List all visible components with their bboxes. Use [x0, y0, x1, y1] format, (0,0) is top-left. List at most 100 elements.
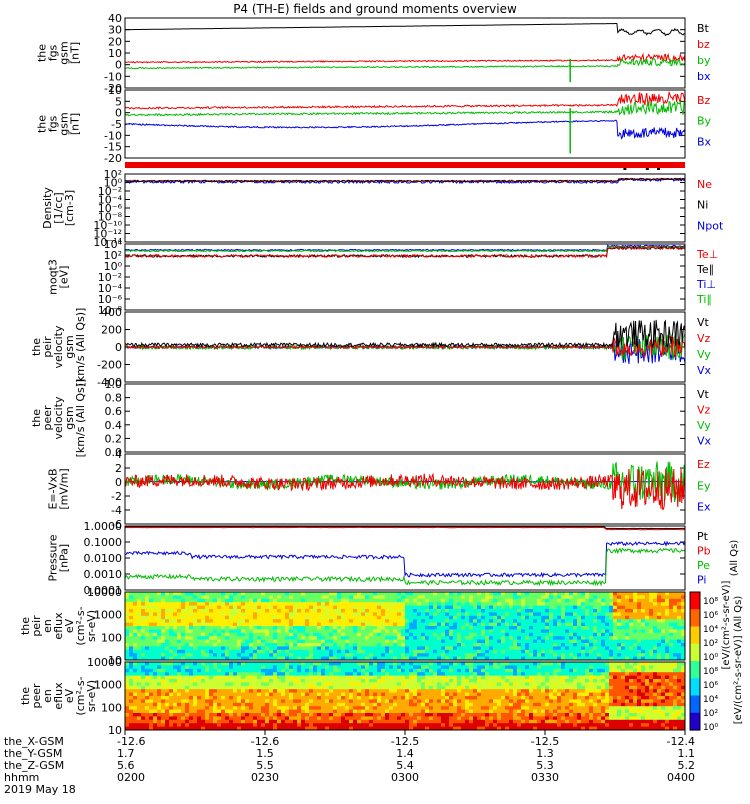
series-Vt — [125, 320, 685, 348]
y-axis-label: thefgsgsm[nT] — [36, 112, 82, 135]
series-Ni — [125, 178, 685, 181]
y-axis-label-line: [cm-3] — [63, 190, 76, 226]
legend-Pi: Pi — [697, 574, 706, 587]
y-axis-label: Pressure[nPa] — [47, 534, 71, 581]
y-axis-label-line: [nPa] — [58, 544, 71, 572]
legend-Ex: Ex — [697, 501, 711, 514]
series-group — [125, 592, 686, 661]
y-axis-label-line: [mV/m] — [58, 468, 71, 509]
y-axis-label-line: [km/s (All Qs)] — [74, 308, 87, 387]
y-axis-label: Density[1/cc][cm-3] — [41, 187, 76, 229]
y-axis-label: moqt3[eV] — [47, 259, 71, 295]
y-tick-label: -200 — [97, 359, 122, 372]
y-axis-label: thepeirenefluxeV(cm²-s-sr-eV) — [19, 606, 98, 645]
y-tick-label: 10000 — [87, 656, 122, 669]
panel-pressure: 1.00000.10000.01000.00100.0001Pressure[n… — [47, 520, 741, 597]
legend-Ey: Ey — [697, 479, 711, 492]
y-tick-label: 0 — [115, 341, 122, 354]
series-Bz — [125, 92, 685, 109]
y-axis-label: thefgsgsm[nT] — [36, 41, 82, 64]
panel-density: 10²10⁰10⁻²10⁻⁴10⁻⁶10⁻⁸10⁻¹⁰10⁻¹²10⁻¹⁴Den… — [41, 168, 724, 249]
legend-Pb: Pb — [697, 545, 711, 558]
legend-Vt: Vt — [697, 316, 710, 329]
y-tick-label: 0.0100 — [84, 552, 123, 565]
series-group — [125, 527, 685, 585]
series-group — [125, 178, 685, 183]
series-group — [125, 24, 685, 83]
series-Tiperp — [125, 245, 685, 250]
legend-Vx: Vx — [697, 435, 712, 448]
panel-peir_spec: 10000100010010thepeirenefluxeV(cm²-s-sr-… — [19, 586, 686, 667]
y-axis-label: E=-VxB[mV/m] — [47, 468, 71, 509]
status-mark — [623, 168, 626, 170]
panel-frame — [125, 90, 685, 158]
y-tick-label: 1.0000 — [84, 520, 123, 533]
panel-frame — [125, 244, 685, 310]
legend-Ti∥: Ti∥ — [696, 293, 712, 306]
series-group — [125, 662, 686, 731]
legend-Vx: Vx — [697, 364, 712, 377]
legend-bx: bx — [697, 70, 711, 83]
y-tick-label: 100 — [101, 631, 122, 644]
y-axis-label-line: [km/s (All Qs)] — [74, 379, 87, 458]
y-axis-label: thepeerenefluxeV(cm²-s-sr-eV) — [19, 676, 98, 715]
legend-Te∥: Te∥ — [696, 263, 714, 276]
y-axis-label: thepeervelocitygsm[km/s (All Qs)] — [30, 379, 87, 458]
y-axis-label: thepeirvelocitygsm[km/s (All Qs)] — [30, 308, 87, 387]
series-group — [125, 320, 685, 364]
y-tick-label: 0 — [115, 476, 122, 489]
series-Pb — [125, 527, 685, 529]
legend-Bx: Bx — [697, 135, 712, 148]
legend-Ti⊥: Ti⊥ — [696, 278, 716, 291]
legend-by: by — [697, 54, 711, 67]
pressure-side-note: (All Qs) — [729, 540, 740, 577]
y-tick-label: 0.2 — [105, 432, 123, 445]
series-Bx — [125, 120, 685, 138]
y-tick-label: 1.0 — [105, 378, 123, 391]
panel-frame — [125, 174, 685, 242]
series-Bt — [125, 24, 685, 36]
legend-Vt: Vt — [697, 388, 710, 401]
legend-Te⊥: Te⊥ — [696, 248, 718, 261]
legend-Pt: Pt — [697, 530, 709, 543]
y-tick-label: 2 — [115, 462, 122, 475]
series-group — [125, 92, 685, 153]
y-tick-label: 10000 — [87, 586, 122, 599]
y-axis-label-line: [eV] — [58, 266, 71, 289]
y-tick-label: -20 — [104, 152, 122, 165]
panel-frame — [125, 384, 685, 452]
legend-Vy: Vy — [697, 348, 711, 361]
y-tick-label: 0.4 — [105, 419, 123, 432]
legend-Ez: Ez — [697, 458, 710, 471]
y-tick-label: 4 — [115, 448, 122, 461]
y-axis-label-line: [nT] — [69, 113, 82, 135]
plot-title: P4 (TH-E) fields and ground moments over… — [233, 2, 517, 16]
panel-temperature: 10⁴10²10⁰10⁻²10⁻⁴10⁻⁶10⁻⁸moqt3[eV]Te⊥Te∥… — [47, 238, 719, 317]
y-tick-label: 200 — [101, 324, 122, 337]
panel-peer_velocity: 1.00.80.60.40.20.0thepeervelocitygsm[km/… — [30, 378, 712, 459]
series-Teperp — [125, 247, 685, 257]
legend-Ni: Ni — [697, 199, 708, 212]
series-bz — [125, 54, 685, 63]
y-tick-label: -4 — [111, 504, 122, 517]
legend-Vz: Vz — [697, 332, 711, 345]
y-tick-label: 1000 — [94, 679, 122, 692]
y-tick-label: 1000 — [94, 609, 122, 622]
y-axis-label-line: [nT] — [69, 42, 82, 64]
status-bar — [125, 162, 685, 168]
legend-Bz: Bz — [697, 94, 711, 107]
legend-Bt: Bt — [697, 22, 710, 35]
series-Pe — [125, 549, 685, 585]
y-tick-label: -2 — [111, 490, 122, 503]
series-Pi — [125, 542, 685, 577]
series-Tipar — [125, 246, 685, 251]
legend-Pe: Pe — [697, 559, 710, 572]
legend-Vz: Vz — [697, 404, 711, 417]
y-tick-label: 0.0010 — [84, 568, 123, 581]
panel-frame — [125, 454, 685, 524]
